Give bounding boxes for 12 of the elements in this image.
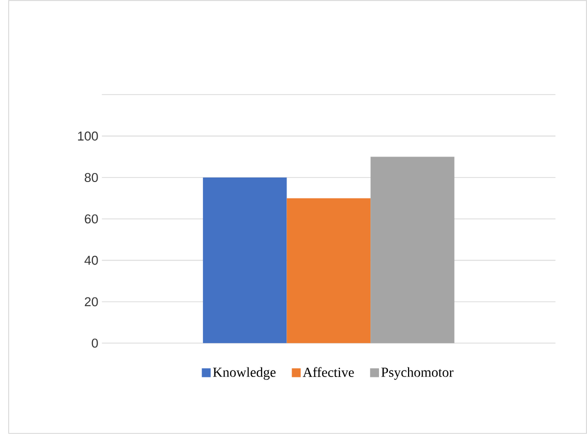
y-tick-label: 60 [84, 214, 98, 224]
y-tick-label: 40 [84, 256, 98, 265]
bar [202, 178, 287, 344]
y-tick-label: 0 [92, 338, 98, 348]
y-tick-label: 100 [78, 132, 98, 141]
legend-label: Knowledge [213, 367, 276, 380]
y-tick-label: 20 [84, 297, 98, 306]
legend-label: Psychomotor [381, 367, 454, 380]
bar [370, 156, 454, 344]
legend-label: Affective [302, 367, 354, 378]
y-tick-label: 80 [84, 173, 98, 182]
bar [286, 198, 371, 344]
